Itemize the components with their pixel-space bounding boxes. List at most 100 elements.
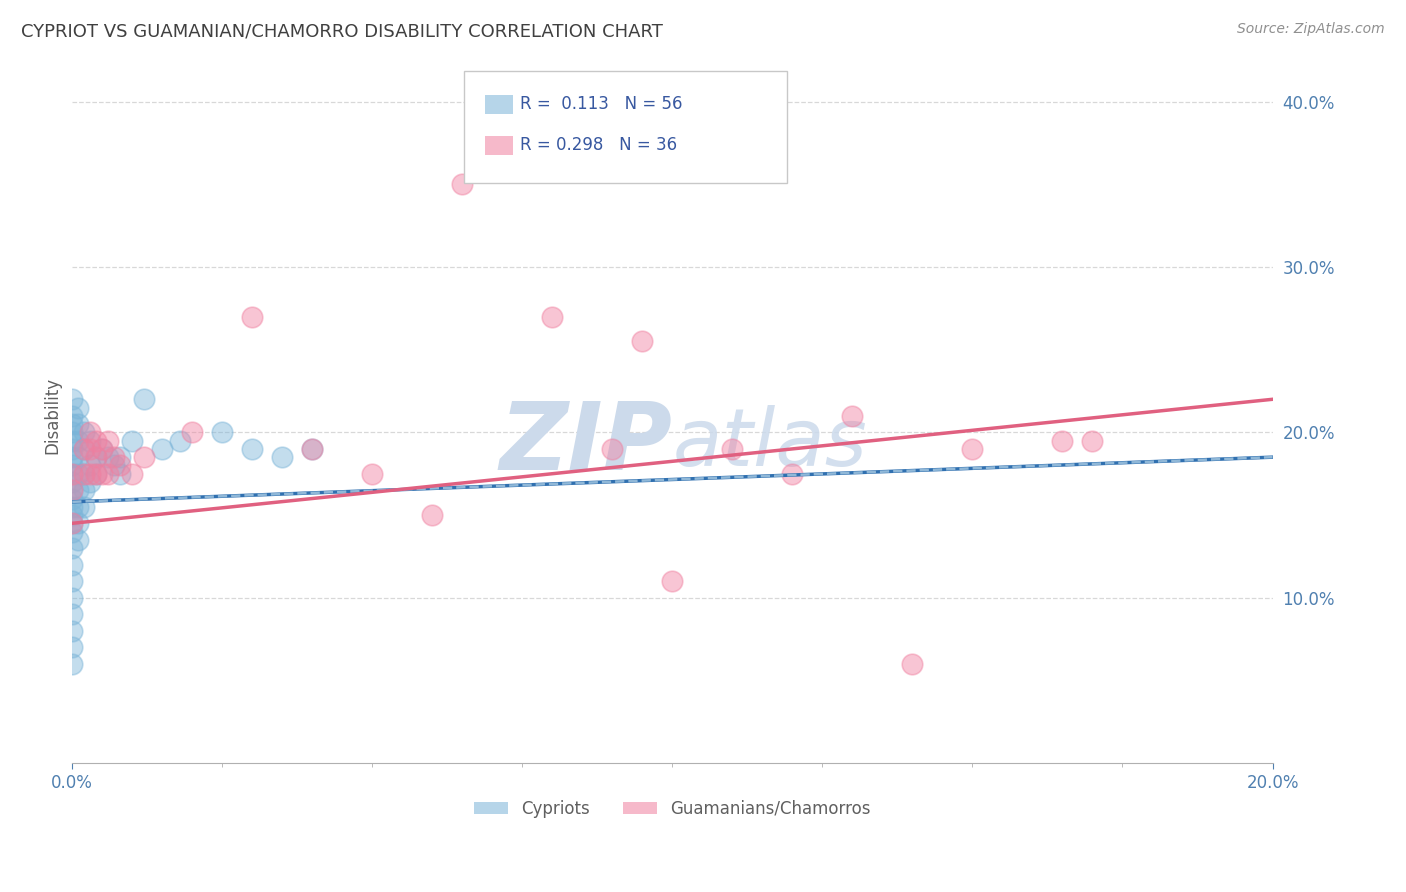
Point — [60, 491, 83, 506]
Point — [181, 425, 204, 440]
Point — [240, 310, 263, 324]
Text: atlas: atlas — [672, 405, 868, 483]
Point — [271, 450, 294, 465]
Point — [79, 442, 101, 456]
Point — [103, 450, 125, 465]
Point — [67, 467, 90, 481]
Point — [60, 483, 83, 498]
Point — [91, 442, 114, 456]
Point — [60, 417, 83, 431]
Point — [67, 500, 90, 514]
Point — [60, 409, 83, 423]
Point — [60, 483, 83, 498]
Point — [110, 450, 132, 465]
Point — [60, 541, 83, 555]
Point — [73, 483, 96, 498]
Point — [661, 574, 683, 589]
Point — [91, 442, 114, 456]
Point — [782, 467, 804, 481]
Point — [84, 434, 107, 448]
Point — [60, 524, 83, 539]
Point — [121, 434, 143, 448]
Point — [97, 467, 120, 481]
Point — [211, 425, 233, 440]
Point — [73, 442, 96, 456]
Point — [79, 467, 101, 481]
Point — [110, 467, 132, 481]
Point — [67, 483, 90, 498]
Point — [962, 442, 984, 456]
Text: CYPRIOT VS GUAMANIAN/CHAMORRO DISABILITY CORRELATION CHART: CYPRIOT VS GUAMANIAN/CHAMORRO DISABILITY… — [21, 22, 664, 40]
Text: R =  0.113   N = 56: R = 0.113 N = 56 — [520, 95, 683, 113]
Point — [67, 434, 90, 448]
Point — [301, 442, 323, 456]
Point — [451, 178, 474, 192]
Point — [631, 334, 654, 349]
Point — [1052, 434, 1074, 448]
Point — [60, 516, 83, 531]
Point — [60, 450, 83, 465]
Point — [67, 401, 90, 415]
Point — [301, 442, 323, 456]
Point — [420, 508, 443, 522]
Point — [60, 657, 83, 671]
Text: R = 0.298   N = 36: R = 0.298 N = 36 — [520, 136, 678, 154]
Point — [1081, 434, 1104, 448]
Point — [240, 442, 263, 456]
Point — [361, 467, 384, 481]
Point — [60, 467, 83, 481]
Point — [60, 508, 83, 522]
Point — [84, 450, 107, 465]
Point — [84, 450, 107, 465]
Point — [60, 640, 83, 655]
Point — [79, 458, 101, 473]
Point — [60, 516, 83, 531]
Point — [60, 442, 83, 456]
Point — [602, 442, 624, 456]
Point — [60, 558, 83, 572]
Point — [150, 442, 173, 456]
Point — [134, 450, 156, 465]
Point — [60, 624, 83, 638]
Point — [60, 392, 83, 407]
Point — [60, 467, 83, 481]
Point — [79, 475, 101, 489]
Point — [541, 310, 564, 324]
Point — [79, 425, 101, 440]
Point — [60, 475, 83, 489]
Point — [60, 458, 83, 473]
Point — [67, 533, 90, 547]
Point — [73, 467, 96, 481]
Point — [73, 442, 96, 456]
Point — [60, 500, 83, 514]
Point — [84, 467, 107, 481]
Point — [134, 392, 156, 407]
Point — [841, 409, 863, 423]
Point — [91, 467, 114, 481]
Point — [73, 467, 96, 481]
Point — [84, 467, 107, 481]
Point — [110, 458, 132, 473]
Point — [73, 500, 96, 514]
Point — [60, 591, 83, 605]
Point — [97, 450, 120, 465]
Point — [73, 425, 96, 440]
Point — [67, 450, 90, 465]
Point — [79, 434, 101, 448]
Point — [103, 458, 125, 473]
Point — [67, 516, 90, 531]
Point — [169, 434, 191, 448]
Point — [60, 425, 83, 440]
Y-axis label: Disability: Disability — [44, 377, 60, 454]
Point — [721, 442, 744, 456]
Text: Source: ZipAtlas.com: Source: ZipAtlas.com — [1237, 22, 1385, 37]
Point — [97, 434, 120, 448]
Point — [60, 434, 83, 448]
Point — [901, 657, 924, 671]
Text: ZIP: ZIP — [499, 398, 672, 490]
Point — [121, 467, 143, 481]
Point — [67, 417, 90, 431]
Point — [60, 574, 83, 589]
Point — [60, 607, 83, 622]
Legend: Cypriots, Guamanians/Chamorros: Cypriots, Guamanians/Chamorros — [468, 793, 877, 824]
